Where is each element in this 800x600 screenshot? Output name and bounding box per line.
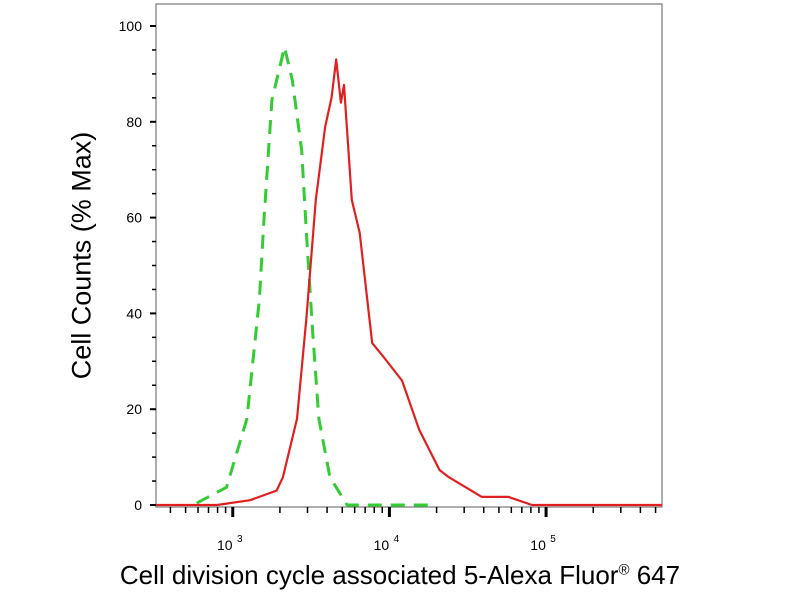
x-tick-exponent: 3 bbox=[237, 534, 243, 545]
plot-frame bbox=[155, 3, 663, 508]
series-line-control bbox=[195, 45, 437, 507]
y-tick-label: 0 bbox=[134, 497, 142, 513]
y-tick-label: 60 bbox=[126, 210, 142, 226]
series-line-cdca5 bbox=[156, 58, 662, 507]
y-tick-label: 20 bbox=[126, 401, 142, 417]
x-tick-label: 10 bbox=[217, 537, 233, 553]
x-tick-label: 10 bbox=[374, 537, 390, 553]
x-tick-exponent: 5 bbox=[550, 534, 556, 545]
x-tick-exponent: 4 bbox=[394, 534, 400, 545]
x-axis-label: Cell division cycle associated 5-Alexa F… bbox=[119, 560, 681, 590]
y-tick-label: 40 bbox=[126, 305, 142, 321]
y-axis-label: Cell Counts (% Max) bbox=[66, 131, 97, 380]
y-tick-label: 80 bbox=[126, 114, 142, 130]
y-tick-label: 100 bbox=[119, 18, 143, 34]
x-tick-label: 10 bbox=[530, 537, 546, 553]
